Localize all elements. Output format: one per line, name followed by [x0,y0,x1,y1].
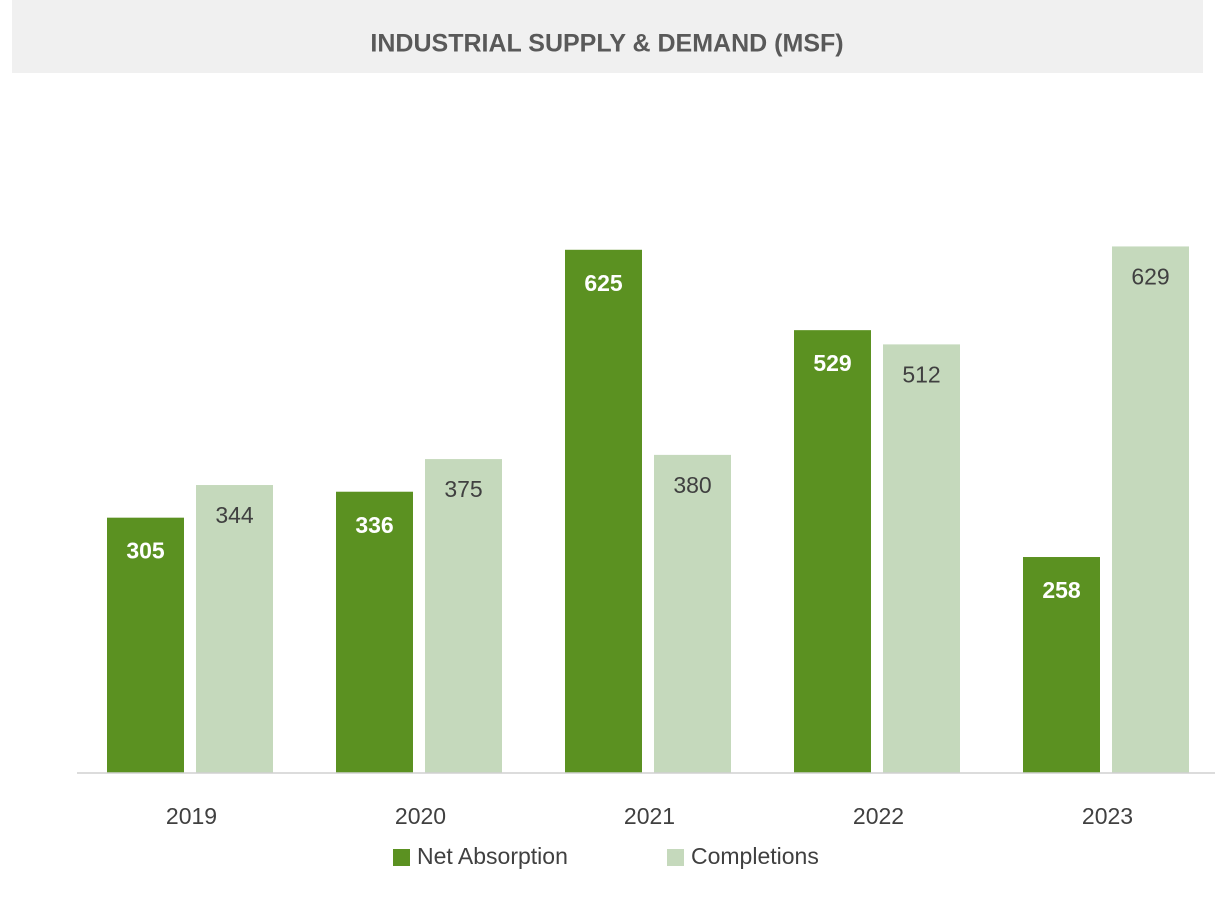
data-label: 336 [355,512,393,538]
bar [1112,246,1189,774]
data-label: 629 [1131,264,1169,290]
legend-label: Completions [691,843,819,869]
bar [425,459,502,773]
data-label: 375 [444,476,482,502]
legend-label: Net Absorption [417,843,568,869]
bar [654,454,731,773]
bar [196,485,273,773]
data-label: 512 [902,361,940,387]
data-label: 258 [1042,577,1081,603]
bar [336,491,413,773]
x-tick-label: 2022 [853,803,904,829]
x-tick-label: 2019 [166,803,217,829]
bar [107,517,184,773]
legend-swatch [393,849,410,866]
title-band [12,0,1203,73]
bar [1023,557,1100,773]
chart-title: INDUSTRIAL SUPPLY & DEMAND (MSF) [370,30,843,58]
data-label: 380 [673,472,711,498]
data-label: 625 [584,270,623,296]
x-tick-label: 2020 [395,803,446,829]
x-tick-label: 2023 [1082,803,1133,829]
bar [565,249,642,774]
data-label: 305 [126,538,165,564]
data-label: 529 [813,350,851,376]
x-tick-label: 2021 [624,803,675,829]
legend-swatch [667,849,684,866]
data-label: 344 [215,502,254,528]
bar [794,330,871,773]
bar [883,344,960,773]
